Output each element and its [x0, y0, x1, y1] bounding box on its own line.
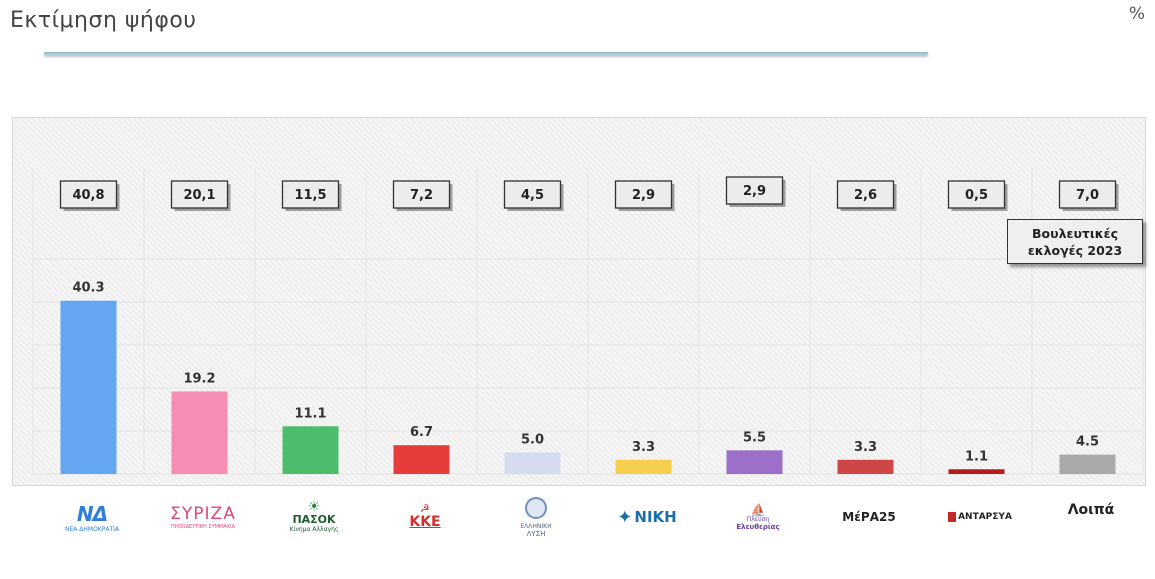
prev-result-frame	[1058, 180, 1117, 209]
prev-result-box-antarsya: 0,5	[947, 180, 1008, 211]
bar-value-label-kke: 6.7	[410, 425, 433, 440]
bar-value-label-pasok: 11.1	[294, 406, 326, 421]
bar-syriza	[171, 391, 228, 474]
pasok-logo-sub: Κίνημα Αλλαγής	[289, 526, 339, 533]
prev-result-value-other: 7,0	[1076, 188, 1099, 203]
bar-other	[1059, 454, 1116, 474]
plefsi-logo: ⛵ Πλεύση Ελευθερίας	[708, 497, 808, 537]
prev-result-frame	[170, 180, 229, 209]
bar-nd	[60, 300, 117, 474]
bar-value-label-syriza: 19.2	[183, 371, 215, 386]
bar-value-label-nd: 40.3	[72, 281, 104, 296]
prev-result-box-pasok: 11,5	[281, 180, 342, 211]
prev-result-box-elliniki: 4,5	[503, 180, 564, 211]
prev-result-frame	[281, 180, 340, 209]
bar-pasok	[282, 426, 339, 474]
prev-result-frame	[614, 180, 673, 209]
syriza-logo: ΣΥΡΙΖΑ ΠΡΟΟΔΕΥΤΙΚΗ ΣΥΜΜΑΧΙΑ	[153, 497, 253, 537]
unit-label: %	[1128, 4, 1145, 24]
bar-elliniki	[504, 452, 561, 474]
nd-logo-mark: ΝΔ	[76, 501, 108, 526]
nd-logo-sub: ΝΕΑ ΔΗΜΟΚΡΑΤΙΑ	[64, 525, 119, 533]
prev-result-box-kke: 7,2	[392, 180, 453, 211]
prev-result-value-elliniki: 4,5	[521, 188, 544, 203]
prev-result-box-mera25: 2,6	[836, 180, 897, 211]
prev-result-frame	[59, 180, 118, 209]
elliniki-logo-sub: ΛΥΣΗ	[526, 529, 546, 538]
bar-value-label-mera25: 3.3	[854, 440, 877, 455]
page-title: Εκτίμηση ψήφου	[10, 8, 197, 33]
mera25-logo: ΜέΡΑ25	[819, 497, 919, 537]
prev-result-value-niki: 2,9	[632, 188, 655, 203]
prev-result-frame	[503, 180, 562, 209]
antarsya-logo-mark: ΑΝΤΑΡΣΥΑ	[948, 512, 1012, 522]
prev-result-box-other: 7,0	[1058, 180, 1119, 211]
star-arrow-icon: ✦	[617, 506, 633, 528]
hammer-sickle-icon: ☭	[420, 502, 430, 515]
prev-result-value-nd: 40,8	[72, 188, 104, 203]
pasok-logo-mark: ΠΑΣΟΚ	[292, 513, 336, 526]
elliniki-logo-mark: ΕΛΛΗΝΙΚΗ	[520, 522, 552, 530]
chart-plot-area: 40.3 19.2 11.1 6.7 5.0 3.3 5.5 3.3 1.1 4.5 40,8 20,…	[12, 117, 1146, 486]
plefsi-logo-mark: Πλεύση	[746, 515, 770, 523]
sailboats-icon: ⛵	[750, 502, 766, 517]
bar-niki	[615, 459, 672, 474]
kke-logo: ☭ ΚΚΕ	[375, 497, 475, 537]
prev-result-value-pasok: 11,5	[294, 188, 326, 203]
prev-result-value-antarsya: 0,5	[965, 188, 988, 203]
bar-value-label-elliniki: 5.0	[521, 433, 544, 448]
bar-value-label-plefsi: 5.5	[743, 430, 766, 445]
prev-result-value-syriza: 20,1	[183, 188, 215, 203]
niki-logo-mark: ΝΙΚΗ	[634, 508, 677, 526]
syriza-logo-mark: ΣΥΡΙΖΑ	[170, 504, 236, 524]
mera25-logo-mark: ΜέΡΑ25	[842, 510, 896, 524]
prev-result-frame	[836, 180, 895, 209]
bar-mera25	[837, 459, 894, 474]
previous-election-note: Βουλευτικές εκλογές 2023	[1007, 219, 1143, 264]
prev-result-frame	[725, 176, 784, 205]
bar-chart: 40.3 19.2 11.1 6.7 5.0 3.3 5.5 3.3 1.1 4.5 40,8 20,…	[32, 168, 1144, 475]
syriza-logo-sub: ΠΡΟΟΔΕΥΤΙΚΗ ΣΥΜΜΑΧΙΑ	[170, 524, 235, 530]
other-parties-label: Λοιπά	[1041, 497, 1141, 537]
prev-result-value-mera25: 2,6	[854, 188, 877, 203]
other-label-text: Λοιπά	[1067, 502, 1115, 518]
prev-result-box-niki: 2,9	[614, 180, 675, 211]
prev-result-box-syriza: 20,1	[170, 180, 231, 211]
kke-logo-mark: ΚΚΕ	[409, 514, 441, 530]
compass-icon	[525, 496, 547, 519]
plefsi-logo-sub: Ελευθερίας	[736, 522, 780, 531]
prev-result-value-plefsi: 2,9	[743, 184, 766, 199]
prev-result-frame	[392, 180, 451, 209]
bar-plefsi	[726, 450, 783, 474]
bar-value-label-niki: 3.3	[632, 440, 655, 455]
note-line-2: εκλογές 2023	[1027, 242, 1123, 258]
prev-result-value-kke: 7,2	[410, 188, 433, 203]
note-line-1: Βουλευτικές	[1032, 225, 1118, 241]
bar-value-label-antarsya: 1.1	[965, 449, 988, 464]
bar-kke	[393, 445, 450, 474]
bar-value-label-other: 4.5	[1076, 435, 1099, 450]
prev-result-frame	[947, 180, 1006, 209]
antarsya-logo: ΑΝΤΑΡΣΥΑ	[930, 497, 1030, 537]
title-underline	[44, 52, 928, 55]
prev-result-box-plefsi: 2,9	[725, 176, 786, 207]
pasok-logo: ☀ ΠΑΣΟΚ Κίνημα Αλλαγής	[264, 497, 364, 537]
sun-icon: ☀	[307, 499, 321, 515]
bar-antarsya	[948, 469, 1005, 474]
niki-logo: ✦ ΝΙΚΗ	[597, 497, 697, 537]
nd-logo: ΝΔ ΝΕΑ ΔΗΜΟΚΡΑΤΙΑ	[42, 497, 142, 537]
prev-result-box-nd: 40,8	[59, 180, 120, 211]
elliniki-lysi-logo: ΕΛΛΗΝΙΚΗ ΛΥΣΗ	[486, 496, 586, 538]
